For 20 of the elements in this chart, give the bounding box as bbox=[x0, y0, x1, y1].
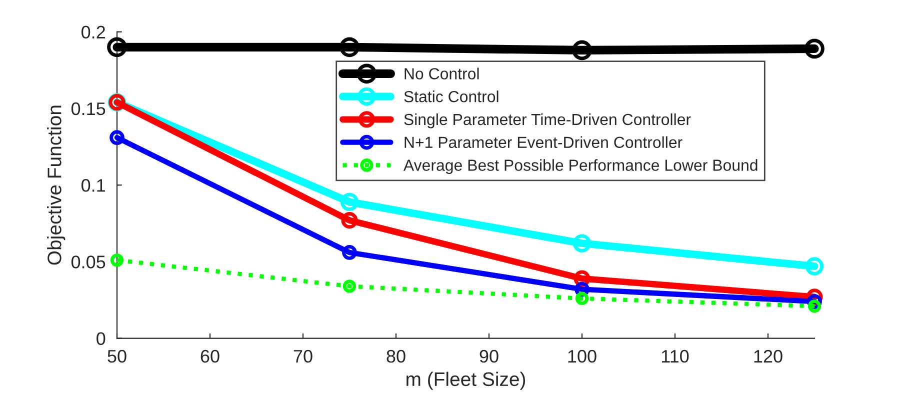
legend-label: Single Parameter Time-Driven Controller bbox=[404, 113, 691, 128]
legend-label: N+1 Parameter Event-Driven Controller bbox=[404, 136, 682, 148]
x-tick-label: 90 bbox=[480, 350, 498, 363]
y-tick-label: 0.1 bbox=[81, 179, 106, 192]
y-tick-label: 0 bbox=[96, 332, 106, 346]
x-tick-label: 70 bbox=[294, 350, 312, 363]
x-tick-label: 110 bbox=[662, 350, 689, 363]
y-tick-label: 0.2 bbox=[81, 26, 105, 39]
legend-label: No Control bbox=[404, 68, 479, 80]
x-tick-label: 120 bbox=[754, 350, 782, 363]
x-tick-label: 80 bbox=[386, 350, 406, 363]
x-axis-title: m (Fleet Size) bbox=[406, 372, 526, 390]
x-tick-label: 60 bbox=[200, 350, 220, 363]
y-tick-label: 0.15 bbox=[71, 102, 106, 116]
x-tick-label: 50 bbox=[108, 350, 126, 363]
x-tick-label: 100 bbox=[568, 350, 596, 363]
legend-label: Static Control bbox=[404, 90, 498, 102]
y-tick-label: 0.05 bbox=[71, 256, 106, 268]
legend-label: Average Best Possible Performance Lower Bound bbox=[403, 159, 758, 174]
y-axis-title: Objective Function bbox=[47, 106, 66, 265]
